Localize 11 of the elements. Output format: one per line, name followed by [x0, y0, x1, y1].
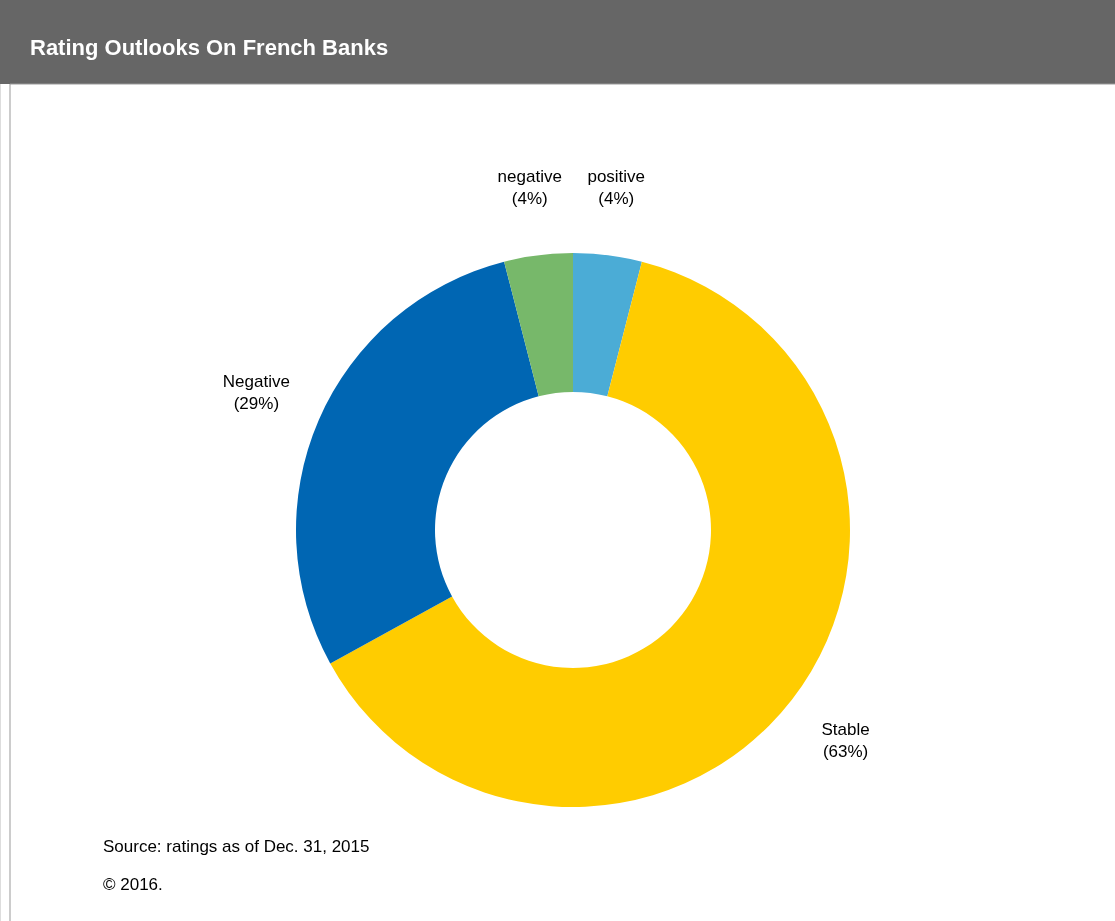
data-label: (29%) [233, 393, 280, 413]
slice-label: Stable [821, 720, 870, 740]
text: © 2016. [103, 875, 163, 894]
data-label: (4%) [511, 188, 548, 208]
data-label: (63%) [822, 742, 869, 762]
slice-label: positive [587, 166, 646, 186]
slice-label: Negative [222, 371, 290, 391]
source-note: Source: ratings as of Dec. 31, 2015 [103, 837, 370, 856]
chart-title: Rating Outlooks On French Banks [30, 35, 389, 60]
data-label: (4%) [598, 188, 635, 208]
slice-label: negative [497, 166, 562, 186]
